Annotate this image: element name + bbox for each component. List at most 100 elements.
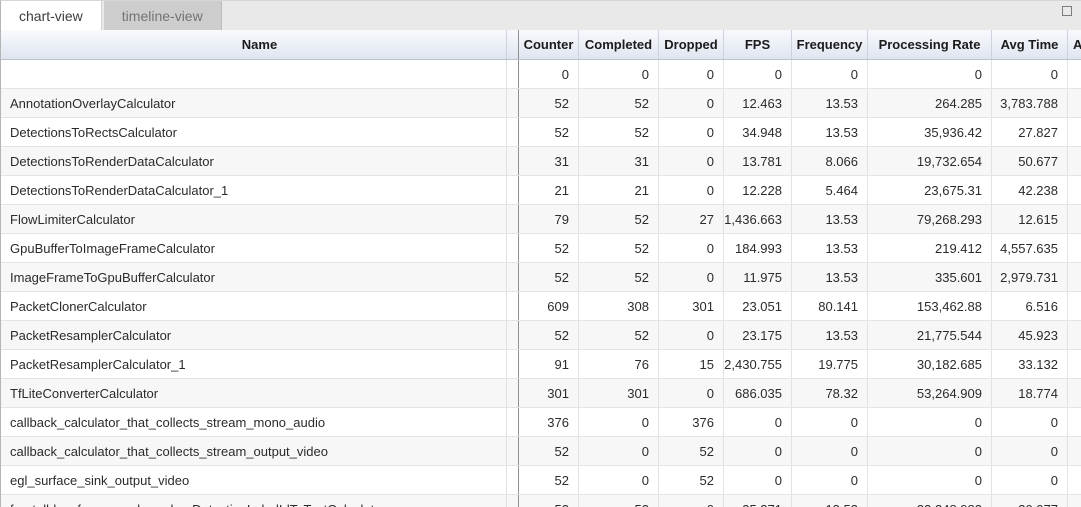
cell-processing-rate: 53,264.909	[868, 379, 992, 407]
table-header-row: Name Counter Completed Dropped FPS Frequ…	[1, 30, 1081, 60]
cell-processing-rate: 35,936.42	[868, 118, 992, 146]
cell-fps: 0	[724, 408, 792, 436]
column-header-frequency[interactable]: Frequency	[792, 30, 868, 59]
cell-truncated	[1068, 321, 1081, 349]
cell-frequency: 13.53	[792, 321, 868, 349]
cell-dropped: 0	[659, 118, 724, 146]
cell-completed: 308	[579, 292, 659, 320]
cell-completed: 301	[579, 379, 659, 407]
cell-name: PacketClonerCalculator	[1, 292, 519, 320]
table-row[interactable]: DetectionsToRenderDataCalculator 31 31 0…	[1, 147, 1081, 176]
cell-frequency: 80.141	[792, 292, 868, 320]
cell-truncated	[1068, 118, 1081, 146]
column-header-processing-rate[interactable]: Processing Rate	[868, 30, 992, 59]
table-row[interactable]: callback_calculator_that_collects_stream…	[1, 408, 1081, 437]
cell-completed: 31	[579, 147, 659, 175]
tab-timeline-view[interactable]: timeline-view	[103, 1, 222, 30]
cell-truncated	[1068, 205, 1081, 233]
cell-frequency: 13.53	[792, 89, 868, 117]
column-header-counter[interactable]: Counter	[519, 30, 579, 59]
cell-processing-rate: 219.412	[868, 234, 992, 262]
column-header-completed[interactable]: Completed	[579, 30, 659, 59]
column-header-dropped[interactable]: Dropped	[659, 30, 724, 59]
cell-counter: 52	[519, 495, 579, 507]
cell-avg-time: 0	[992, 408, 1068, 436]
table-row[interactable]: DetectionsToRenderDataCalculator_1 21 21…	[1, 176, 1081, 205]
cell-avg-time: 0	[992, 437, 1068, 465]
cell-dropped: 0	[659, 263, 724, 291]
cell-name: DetectionsToRenderDataCalculator	[1, 147, 519, 175]
cell-truncated	[1068, 234, 1081, 262]
table-row[interactable]: 0 0 0 0 0 0 0	[1, 60, 1081, 89]
cell-completed: 0	[579, 437, 659, 465]
table-body: 0 0 0 0 0 0 0 AnnotationOverlayCalculato…	[1, 60, 1081, 507]
maximize-icon[interactable]	[1062, 6, 1072, 16]
cell-counter: 91	[519, 350, 579, 378]
cell-processing-rate: 33,248.982	[868, 495, 992, 507]
cell-completed: 0	[579, 60, 659, 88]
cell-counter: 79	[519, 205, 579, 233]
cell-avg-time: 12.615	[992, 205, 1068, 233]
table-row[interactable]: PacketResamplerCalculator_1 91 76 15 2,4…	[1, 350, 1081, 379]
cell-counter: 52	[519, 234, 579, 262]
table-row[interactable]: callback_calculator_that_collects_stream…	[1, 437, 1081, 466]
cell-avg-time: 45.923	[992, 321, 1068, 349]
cell-counter: 609	[519, 292, 579, 320]
cell-completed: 52	[579, 89, 659, 117]
cell-counter: 376	[519, 408, 579, 436]
cell-frequency: 0	[792, 466, 868, 494]
cell-fps: 23.175	[724, 321, 792, 349]
cell-dropped: 15	[659, 350, 724, 378]
cell-dropped: 0	[659, 321, 724, 349]
column-header-fps[interactable]: FPS	[724, 30, 792, 59]
cell-fps: 184.993	[724, 234, 792, 262]
tab-bar: chart-view timeline-view	[1, 1, 1081, 30]
cell-name: callback_calculator_that_collects_stream…	[1, 437, 519, 465]
table-row[interactable]: frontalblazefacegpusubgraph__DetectionLa…	[1, 495, 1081, 507]
cell-completed: 0	[579, 466, 659, 494]
table-row[interactable]: TfLiteConverterCalculator 301 301 0 686.…	[1, 379, 1081, 408]
cell-fps: 0	[724, 437, 792, 465]
cell-truncated	[1068, 350, 1081, 378]
cell-processing-rate: 264.285	[868, 89, 992, 117]
column-header-truncated[interactable]: A	[1068, 30, 1081, 59]
column-header-avg-time[interactable]: Avg Time	[992, 30, 1068, 59]
table-row[interactable]: egl_surface_sink_output_video 52 0 52 0 …	[1, 466, 1081, 495]
cell-processing-rate: 153,462.88	[868, 292, 992, 320]
table-row[interactable]: PacketResamplerCalculator 52 52 0 23.175…	[1, 321, 1081, 350]
table-row[interactable]: GpuBufferToImageFrameCalculator 52 52 0 …	[1, 234, 1081, 263]
table-row[interactable]: ImageFrameToGpuBufferCalculator 52 52 0 …	[1, 263, 1081, 292]
cell-fps: 1,436.663	[724, 205, 792, 233]
cell-frequency: 13.53	[792, 118, 868, 146]
cell-truncated	[1068, 89, 1081, 117]
cell-name	[1, 60, 519, 88]
column-header-name[interactable]: Name	[1, 30, 519, 59]
cell-name: FlowLimiterCalculator	[1, 205, 519, 233]
cell-processing-rate: 30,182.685	[868, 350, 992, 378]
cell-avg-time: 27.827	[992, 118, 1068, 146]
cell-frequency: 19.775	[792, 350, 868, 378]
cell-frequency: 5.464	[792, 176, 868, 204]
table-row[interactable]: PacketClonerCalculator 609 308 301 23.05…	[1, 292, 1081, 321]
cell-counter: 52	[519, 263, 579, 291]
table-row[interactable]: AnnotationOverlayCalculator 52 52 0 12.4…	[1, 89, 1081, 118]
cell-frequency: 0	[792, 408, 868, 436]
cell-avg-time: 50.677	[992, 147, 1068, 175]
cell-frequency: 78.32	[792, 379, 868, 407]
cell-dropped: 27	[659, 205, 724, 233]
cell-processing-rate: 0	[868, 466, 992, 494]
cell-dropped: 0	[659, 176, 724, 204]
cell-dropped: 0	[659, 379, 724, 407]
cell-completed: 76	[579, 350, 659, 378]
cell-completed: 21	[579, 176, 659, 204]
cell-counter: 52	[519, 118, 579, 146]
cell-dropped: 301	[659, 292, 724, 320]
table-row[interactable]: FlowLimiterCalculator 79 52 27 1,436.663…	[1, 205, 1081, 234]
cell-frequency: 13.53	[792, 263, 868, 291]
cell-completed: 0	[579, 408, 659, 436]
cell-dropped: 0	[659, 60, 724, 88]
tab-chart-view[interactable]: chart-view	[1, 1, 102, 30]
cell-frequency: 8.066	[792, 147, 868, 175]
table-row[interactable]: DetectionsToRectsCalculator 52 52 0 34.9…	[1, 118, 1081, 147]
